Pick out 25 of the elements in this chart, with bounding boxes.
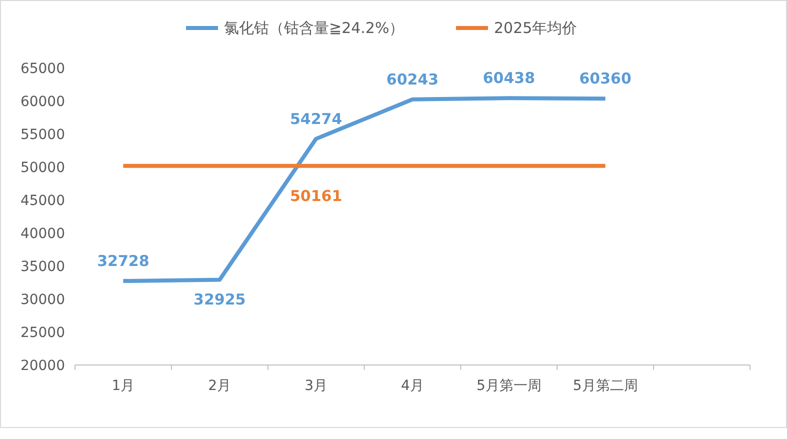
y-tick-label: 20000 [20, 358, 65, 374]
y-tick-label: 30000 [20, 292, 65, 308]
y-tick-label: 25000 [20, 325, 65, 341]
x-tick-label: 1月 [112, 378, 135, 394]
x-tick-label: 2月 [208, 378, 232, 394]
data-label: 60360 [579, 70, 632, 88]
x-tick-label: 4月 [401, 378, 424, 394]
y-tick-label: 50000 [20, 160, 65, 176]
data-label: 32728 [97, 252, 150, 270]
y-tick-label: 60000 [20, 94, 65, 110]
legend-label: 氯化钴（钴含量≧24.2%） [224, 19, 404, 37]
data-label: 60438 [482, 69, 536, 88]
y-tick-label: 40000 [20, 226, 65, 242]
y-tick-label: 45000 [20, 193, 65, 209]
legend-label: 2025年均价 [494, 19, 578, 37]
data-label: 32925 [194, 290, 246, 309]
y-tick-label: 65000 [20, 61, 65, 77]
data-label: 54274 [290, 110, 342, 128]
x-tick-label: 3月 [304, 378, 328, 394]
x-tick-label: 5月第二周 [572, 378, 638, 394]
data-label: 50161 [290, 186, 342, 205]
y-tick-label: 35000 [20, 259, 65, 275]
y-tick-label: 55000 [20, 127, 65, 143]
data-label: 60243 [386, 70, 439, 88]
x-tick-label: 5月第一周 [476, 378, 542, 394]
